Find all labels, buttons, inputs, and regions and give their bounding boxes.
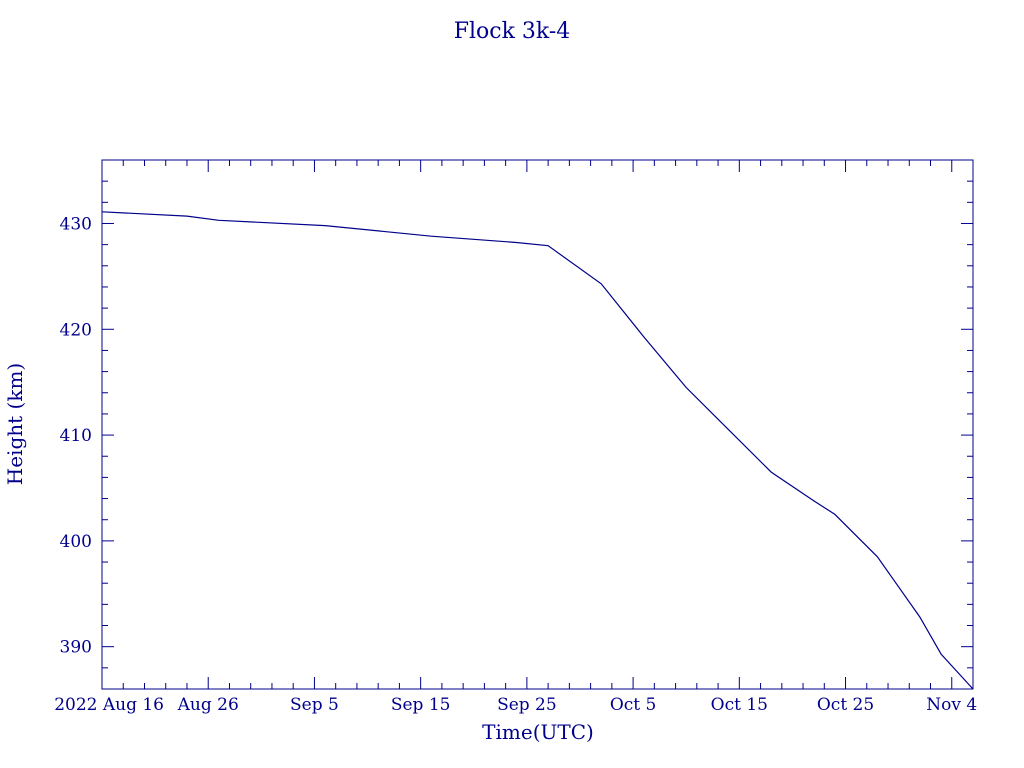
x-tick-label: Oct 5 <box>610 695 657 715</box>
y-tick-label: 420 <box>60 320 92 340</box>
y-axis-ticks: 390 400 410 420 430 <box>60 159 973 690</box>
x-tick-label: Oct 15 <box>711 695 768 715</box>
y-tick-label: 400 <box>60 532 92 552</box>
x-tick-label: Oct 25 <box>817 695 874 715</box>
x-tick-label: Sep 5 <box>290 695 339 715</box>
y-tick-label: 410 <box>60 426 92 446</box>
y-axis-label: Height (km) <box>3 363 27 485</box>
x-axis-ticks: 2022 Aug 16 Aug 26 Sep 5 Sep 15 Sep 25 Oct 5 O… <box>54 160 977 715</box>
x-tick-label: Sep 25 <box>497 695 557 715</box>
x-tick-label: Aug 26 <box>177 695 239 715</box>
plot-frame <box>101 159 974 690</box>
series-layer <box>101 211 974 690</box>
x-tick-label: Sep 15 <box>391 695 451 715</box>
chart-title: Flock 3k-4 <box>454 19 571 44</box>
x-tick-label: 2022 Aug 16 <box>54 695 164 715</box>
y-tick-label: 430 <box>60 214 92 234</box>
y-tick-label: 390 <box>60 638 92 658</box>
x-axis-label: Time(UTC) <box>482 720 594 744</box>
x-tick-label: Nov 4 <box>926 695 977 715</box>
series-line <box>101 211 974 690</box>
